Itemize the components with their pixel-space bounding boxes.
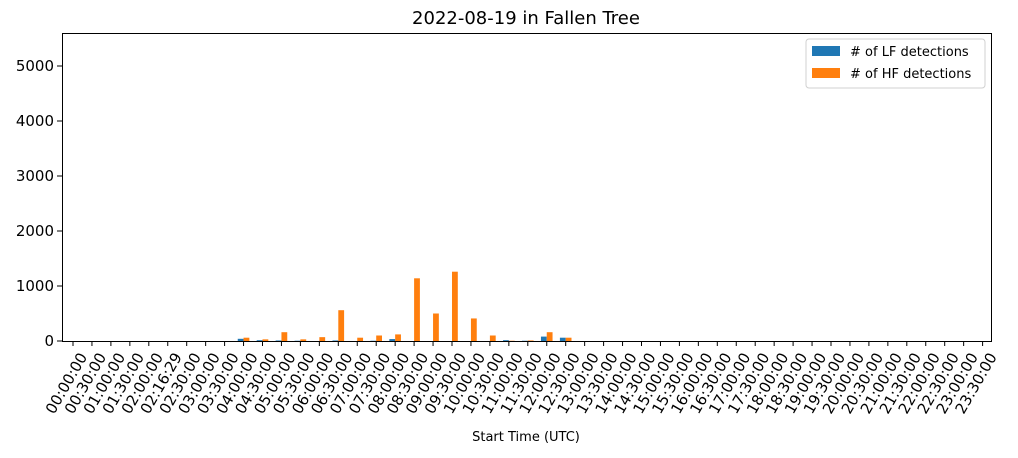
bar-hf-18 <box>414 278 420 341</box>
legend-swatch-lf <box>812 46 840 56</box>
bar-lf-25 <box>541 337 547 341</box>
bar-hf-14 <box>338 310 344 341</box>
x-axis-label: Start Time (UTC) <box>472 430 580 445</box>
legend-label-lf: # of LF detections <box>850 45 969 60</box>
bar-lf-11 <box>276 340 282 341</box>
bar-hf-24 <box>528 340 534 341</box>
bar-lf-9 <box>238 339 244 341</box>
bar-hf-21 <box>471 318 477 341</box>
bar-hf-26 <box>566 338 572 341</box>
bar-lf-23 <box>503 340 509 341</box>
bar-hf-22 <box>490 336 496 342</box>
legend-label-hf: # of HF detections <box>850 67 971 82</box>
y-tick-label: 0 <box>44 332 54 350</box>
bar-hf-10 <box>263 339 269 341</box>
y-tick-label: 3000 <box>16 167 54 185</box>
y-tick-label: 2000 <box>16 222 54 240</box>
legend: # of LF detections # of HF detections <box>806 39 985 88</box>
bar-lf-17 <box>389 339 395 341</box>
bar-hf-9 <box>244 338 250 341</box>
bar-hf-25 <box>547 332 553 341</box>
bars-group <box>238 272 572 341</box>
bar-hf-11 <box>281 332 287 341</box>
bar-hf-13 <box>319 337 325 341</box>
bar-lf-10 <box>257 340 263 341</box>
chart-title: 2022-08-19 in Fallen Tree <box>412 8 640 29</box>
bar-lf-26 <box>560 338 566 341</box>
y-tick-label: 1000 <box>16 277 54 295</box>
y-axis: 0 1000 2000 3000 4000 5000 <box>16 57 62 350</box>
legend-swatch-hf <box>812 68 840 78</box>
bar-hf-12 <box>300 339 306 341</box>
bar-hf-16 <box>376 336 382 342</box>
y-tick-label: 5000 <box>16 57 54 75</box>
bar-lf-14 <box>333 340 339 341</box>
y-tick-label: 4000 <box>16 112 54 130</box>
bar-hf-15 <box>357 338 363 341</box>
bar-hf-19 <box>433 314 439 342</box>
bar-hf-20 <box>452 272 458 341</box>
x-axis: 00:00:0000:30:0001:00:0001:30:0002:00:00… <box>42 341 1001 417</box>
bar-hf-17 <box>395 334 401 341</box>
